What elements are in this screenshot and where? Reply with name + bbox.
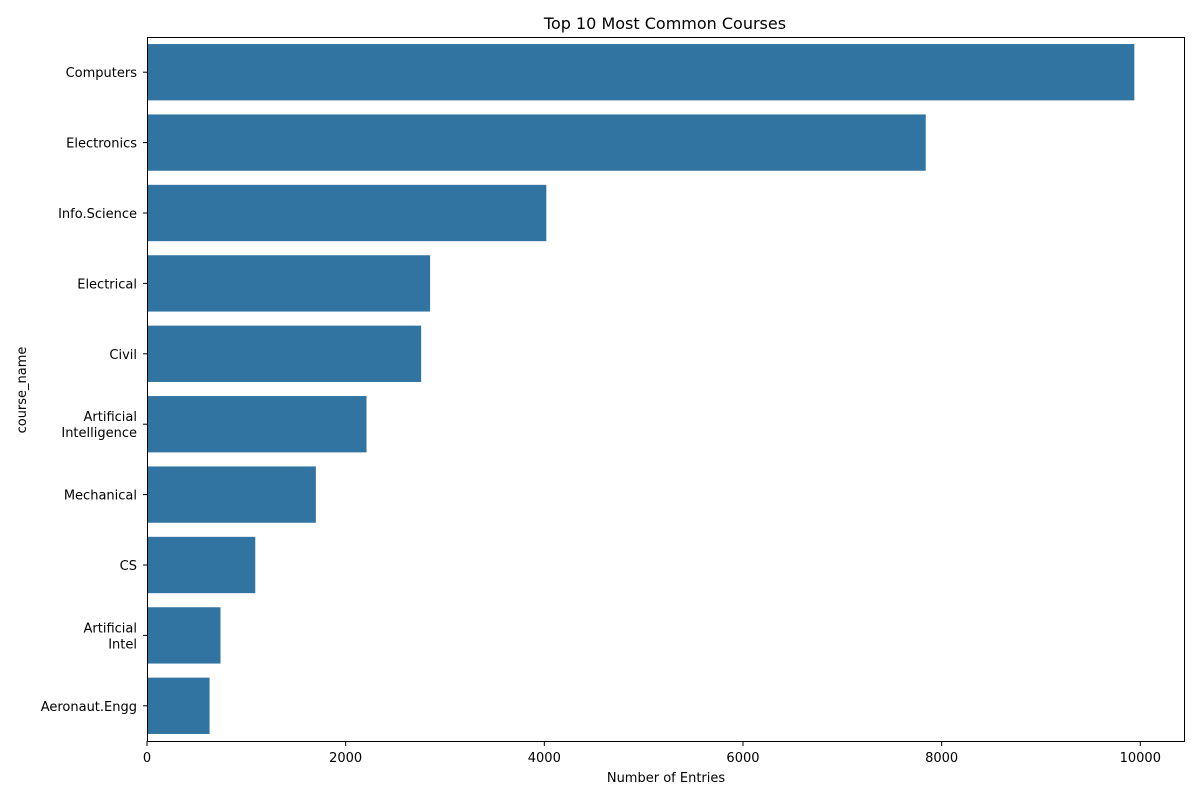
plot-frame xyxy=(147,37,1185,742)
x-tick-label: 0 xyxy=(143,751,151,766)
bar xyxy=(147,325,422,382)
bar xyxy=(147,184,547,242)
x-tick-label: 4000 xyxy=(528,751,561,766)
y-tick-label: Artificial Intelligence xyxy=(61,410,137,441)
y-tick-label: Electrical xyxy=(77,277,137,292)
y-tick-label: Aeronaut.Engg xyxy=(41,700,137,715)
y-tick-label: Artificial Intel xyxy=(84,621,137,652)
x-tick-label: 8000 xyxy=(925,751,958,766)
y-tick-label: Info.Science xyxy=(58,207,137,222)
bar xyxy=(147,255,431,312)
y-tick-label: Civil xyxy=(109,348,137,363)
bar xyxy=(147,607,221,664)
bar xyxy=(147,466,316,523)
x-axis-title: Number of Entries xyxy=(607,771,726,786)
bar xyxy=(147,44,1135,101)
chart-title: Top 10 Most Common Courses xyxy=(543,14,786,33)
x-tick-label: 10000 xyxy=(1120,751,1161,766)
x-tick-label: 6000 xyxy=(726,751,759,766)
bar xyxy=(147,114,926,171)
x-axis-ticks: 0 2000 4000 6000 8000 10000 xyxy=(143,741,1161,766)
y-tick-label: Electronics xyxy=(66,137,137,152)
y-tick-label: Computers xyxy=(66,66,138,81)
y-axis-ticks: Computers Electronics Info.Science Electric… xyxy=(41,66,147,715)
y-axis-title: course_name xyxy=(15,347,30,434)
bar xyxy=(147,677,210,734)
x-tick-label: 2000 xyxy=(329,751,362,766)
y-tick-label: Mechanical xyxy=(64,489,137,504)
bars xyxy=(147,44,1135,734)
bar xyxy=(147,396,367,453)
bar xyxy=(147,536,256,594)
y-tick-label: CS xyxy=(120,559,137,574)
